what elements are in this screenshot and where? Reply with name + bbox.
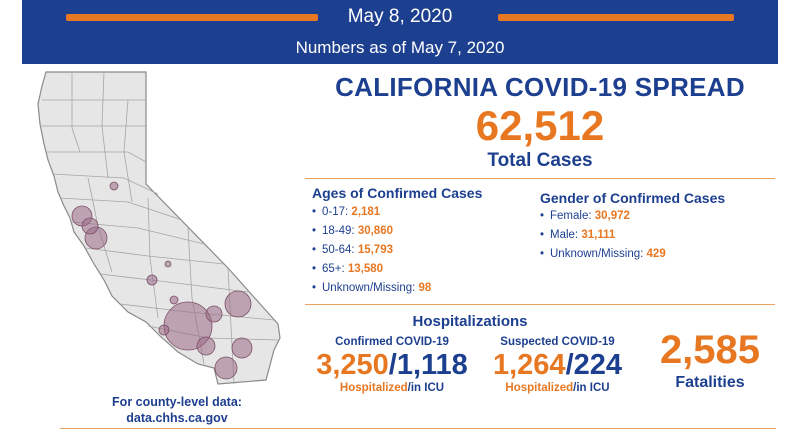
confirmed-label: Confirmed COVID-19 xyxy=(335,336,449,348)
list-item: • 0-17: 2,181 xyxy=(312,206,381,218)
confirmed-sublabel: Hospitalized/in ICU xyxy=(339,382,445,394)
ages-heading: Ages of Confirmed Cases xyxy=(312,185,483,201)
divider-bottom xyxy=(60,428,776,429)
fatalities-label: Fatalities xyxy=(675,374,745,391)
list-item: • 65+: 13,580 xyxy=(312,263,384,275)
report-date: May 8, 2020 xyxy=(347,6,453,27)
california-outline xyxy=(37,71,281,385)
case-bubble-san-diego xyxy=(214,356,238,380)
suspected-sublabel: Hospitalized/in ICU xyxy=(505,382,610,394)
list-item: • 18-49: 30,860 xyxy=(312,225,393,237)
list-item: • Unknown/Missing: 98 xyxy=(312,282,432,294)
fatalities-block: 2,585 Fatalities xyxy=(645,328,775,392)
total-cases-label: Total Cases xyxy=(487,150,593,171)
case-bubble-alameda xyxy=(81,217,99,235)
divider-middle xyxy=(305,304,775,305)
confirmed-values: 3,250/1,118 xyxy=(316,349,468,381)
total-cases-value: 62,512 xyxy=(475,102,605,149)
california-county-map xyxy=(37,71,281,385)
case-bubble-kern xyxy=(169,295,179,305)
gender-list: • Female: 30,972 • Male: 31,111 • Unknown/M… xyxy=(540,207,666,264)
divider-top xyxy=(305,178,775,179)
header-accent-left xyxy=(66,14,318,21)
list-item: • Female: 30,972 xyxy=(540,210,630,222)
gender-heading: Gender of Confirmed Cases xyxy=(540,190,726,206)
suspected-hospitalizations: Suspected COVID-19 1,264/224 Hospitalize… xyxy=(480,336,635,394)
case-bubbles xyxy=(71,181,253,380)
header-banner: May 8, 2020 Numbers as of May 7, 2020 xyxy=(22,0,778,64)
case-bubble-fresno xyxy=(146,274,158,286)
numbers-as-of: Numbers as of May 7, 2020 xyxy=(295,38,505,57)
hospitalizations-heading: Hospitalizations xyxy=(412,313,528,330)
list-item: • Unknown/Missing: 429 xyxy=(540,248,666,260)
case-bubble-imperial xyxy=(231,337,253,359)
suspected-values: 1,264/224 xyxy=(492,349,623,381)
county-data-note: For county-level data: data.chhs.ca.gov xyxy=(82,394,272,426)
case-bubble-central xyxy=(164,260,172,268)
case-bubble-san-bernardino xyxy=(205,305,223,323)
header-accent-right xyxy=(498,14,734,21)
case-bubble-ventura xyxy=(158,324,170,336)
case-bubble-orange xyxy=(196,336,216,356)
suspected-label: Suspected COVID-19 xyxy=(500,336,615,348)
confirmed-hospitalizations: Confirmed COVID-19 3,250/1,118 Hospitali… xyxy=(312,336,472,394)
list-item: • 50-64: 15,793 xyxy=(312,244,393,256)
fatalities-value: 2,585 xyxy=(659,328,761,372)
list-item: • Male: 31,111 xyxy=(540,229,616,241)
county-data-url[interactable]: data.chhs.ca.gov xyxy=(126,411,228,425)
page-title: CALIFORNIA COVID-19 SPREAD xyxy=(335,72,745,102)
county-data-label: For county-level data: xyxy=(112,395,242,409)
case-bubble-sacramento xyxy=(109,181,119,191)
case-bubble-riverside xyxy=(224,290,252,318)
ages-list: • 0-17: 2,181 • 18-49: 30,860 • 50-64: 15,7… xyxy=(312,203,431,298)
